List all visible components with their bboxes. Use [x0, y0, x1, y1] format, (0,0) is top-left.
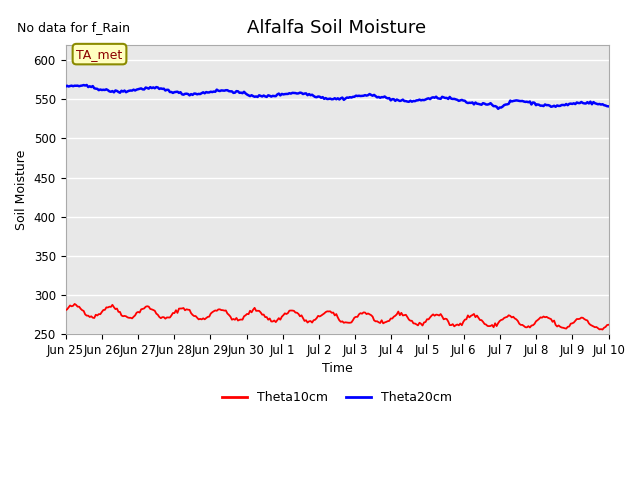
- Legend: Theta10cm, Theta20cm: Theta10cm, Theta20cm: [217, 386, 458, 409]
- Y-axis label: Soil Moisture: Soil Moisture: [15, 149, 28, 229]
- Text: No data for f_Rain: No data for f_Rain: [17, 22, 130, 35]
- Title: Alfalfa Soil Moisture: Alfalfa Soil Moisture: [248, 20, 427, 37]
- X-axis label: Time: Time: [322, 362, 353, 375]
- Text: TA_met: TA_met: [76, 48, 123, 60]
